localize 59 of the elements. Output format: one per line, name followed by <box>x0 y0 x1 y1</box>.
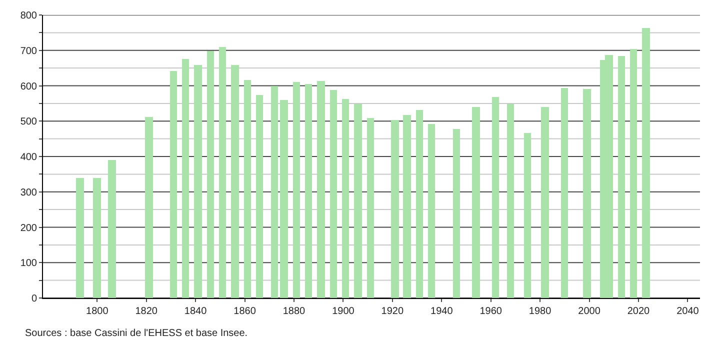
x-tick-label: 1920 <box>381 306 404 317</box>
bar <box>108 160 116 298</box>
bar <box>256 95 263 298</box>
y-tick-label: 700 <box>20 46 38 57</box>
bar <box>472 107 480 298</box>
bar <box>244 80 251 298</box>
bar <box>280 100 288 298</box>
x-tick-label: 1820 <box>135 306 158 317</box>
bar <box>207 51 214 298</box>
y-tick-label: 200 <box>20 222 38 234</box>
bar <box>583 89 591 298</box>
bar <box>453 129 460 298</box>
bar <box>492 97 499 298</box>
bar <box>541 107 549 298</box>
bar <box>93 178 101 298</box>
x-tick-label: 2000 <box>578 306 601 317</box>
bar <box>76 178 84 298</box>
bar <box>182 59 189 298</box>
x-tick-label: 1980 <box>528 306 552 317</box>
bar <box>561 88 568 298</box>
y-tick-label: 100 <box>20 258 38 270</box>
bar <box>507 104 514 298</box>
bar <box>271 86 278 298</box>
x-tick-label: 1960 <box>480 306 502 317</box>
bar <box>219 47 226 298</box>
bar <box>305 84 312 298</box>
bar <box>330 90 337 298</box>
x-tick-label: 1860 <box>234 306 256 317</box>
bar <box>317 81 325 298</box>
bar <box>170 71 177 298</box>
bar <box>524 133 531 298</box>
x-tick-label: 1840 <box>184 306 208 317</box>
bar <box>618 56 625 298</box>
y-tick-label: 800 <box>20 10 38 22</box>
bar <box>416 110 423 298</box>
x-tick-label: 1880 <box>282 306 306 317</box>
y-tick-label: 0 <box>31 294 38 304</box>
bar <box>231 65 239 298</box>
x-tick-label: 1900 <box>332 306 355 317</box>
bar <box>293 82 300 298</box>
x-tick-label: 1940 <box>430 306 454 317</box>
y-tick-label: 600 <box>20 81 38 92</box>
bar <box>145 117 153 298</box>
y-tick-label: 500 <box>20 116 38 128</box>
bar <box>342 99 349 298</box>
bar <box>630 49 637 298</box>
bar <box>428 124 435 298</box>
source-note: Sources : base Cassini de l'EHESS et base Insee. <box>25 328 248 339</box>
bar <box>391 120 399 298</box>
bar <box>403 115 411 298</box>
x-tick-label: 2020 <box>627 306 650 317</box>
bar <box>367 118 374 298</box>
x-tick-label: 1800 <box>86 306 109 317</box>
bar <box>642 28 650 298</box>
y-tick-label: 300 <box>20 187 38 198</box>
x-tick-label: 2040 <box>676 306 700 317</box>
y-tick-label: 400 <box>20 152 38 163</box>
bar <box>354 104 362 298</box>
bar <box>194 65 202 298</box>
